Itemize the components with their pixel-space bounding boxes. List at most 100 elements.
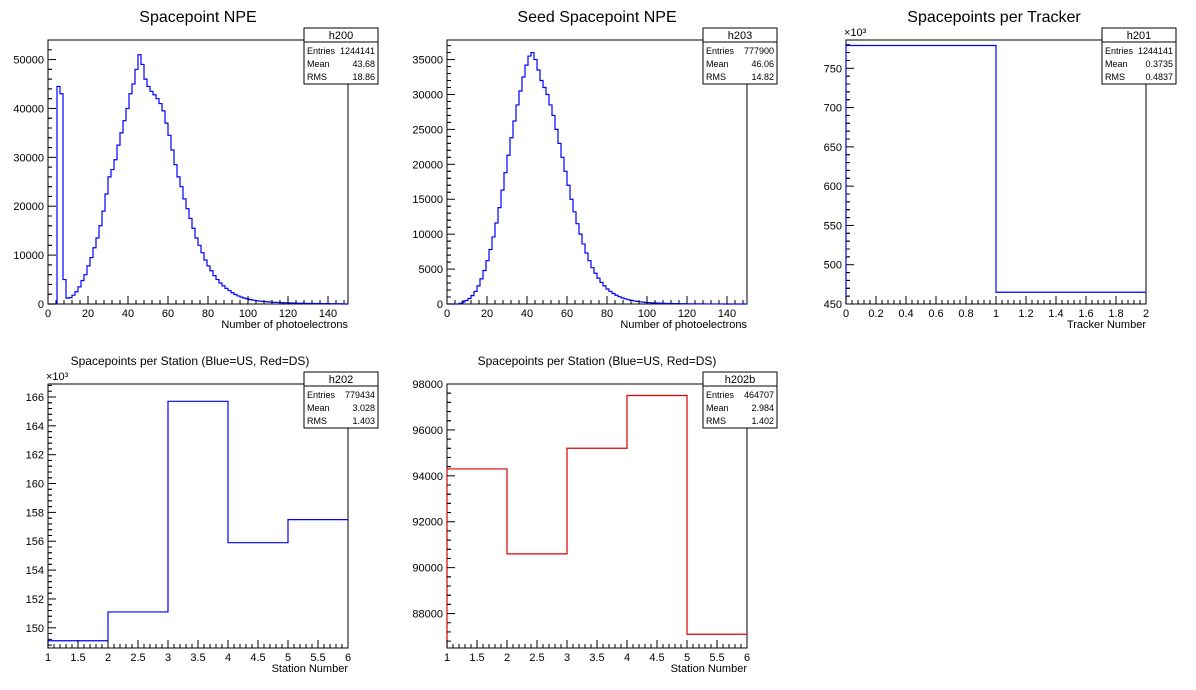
plot-frame xyxy=(446,383,748,649)
y-tick-label: 162 xyxy=(26,450,44,462)
stats-value: 1244141 xyxy=(1138,46,1173,56)
x-axis-label: Station Number xyxy=(671,663,748,675)
stats-label: Entries xyxy=(706,390,735,400)
histogram-series xyxy=(845,44,1146,304)
stats-label: Entries xyxy=(307,390,336,400)
y-tick-label: 166 xyxy=(26,392,44,404)
histogram-panel-5: Spacepoints per Station (Blue=US, Red=DS… xyxy=(412,354,778,675)
x-tick-label: 5.5 xyxy=(709,652,724,664)
y-tick-label: 30000 xyxy=(412,89,443,101)
x-tick-label: 120 xyxy=(678,308,696,320)
x-tick-label: 0.4 xyxy=(898,308,913,320)
x-tick-label: 5 xyxy=(285,652,291,664)
stats-value: 2.984 xyxy=(751,403,774,413)
stats-value: 14.82 xyxy=(751,72,774,82)
x-tick-label: 3 xyxy=(165,652,171,664)
stats-label: Mean xyxy=(307,59,330,69)
x-tick-label: 2.5 xyxy=(130,652,145,664)
x-tick-label: 140 xyxy=(319,308,337,320)
y-tick-label: 750 xyxy=(824,63,842,75)
stats-label: Entries xyxy=(706,46,735,56)
y-tick-label: 600 xyxy=(824,181,842,193)
x-tick-label: 140 xyxy=(718,308,736,320)
stats-box: h202b Entries 464707 Mean 2.984 RMS 1.402 xyxy=(702,371,778,429)
histogram-panel-3: Spacepoints per Tracker 0 0.2 0.4 0.6 0.8 1 1.2… xyxy=(824,9,1177,331)
x-tick-label: 3.5 xyxy=(589,652,604,664)
x-tick-label: 3.5 xyxy=(190,652,205,664)
x-tick-label: 6 xyxy=(744,652,750,664)
stats-box-name: h202 xyxy=(329,374,353,386)
chart-title: Seed Spacepoint NPE xyxy=(517,9,676,26)
x-tick-label: 0.2 xyxy=(868,308,883,320)
y-tick-label: 150 xyxy=(26,623,44,635)
y-tick-label: 94000 xyxy=(412,471,443,483)
y-tick-label: 152 xyxy=(26,594,44,606)
x-tick-label: 60 xyxy=(561,308,573,320)
stats-box-name: h201 xyxy=(1127,30,1151,42)
y-tick-label: 154 xyxy=(26,565,44,577)
x-axis-label: Tracker Number xyxy=(1067,319,1146,331)
x-tick-label: 20 xyxy=(481,308,493,320)
x-tick-label: 6 xyxy=(345,652,351,664)
x-tick-label: 4.5 xyxy=(250,652,265,664)
x-tick-label: 1 xyxy=(444,652,450,664)
x-tick-label: 2 xyxy=(1143,308,1149,320)
x-tick-label: 2 xyxy=(105,652,111,664)
x-tick-label: 0 xyxy=(45,308,51,320)
histogram-series xyxy=(47,400,348,648)
x-tick-label: 2.5 xyxy=(529,652,544,664)
stats-value: 779434 xyxy=(345,390,375,400)
y-tick-label: 164 xyxy=(26,421,44,433)
y-tick-label: 25000 xyxy=(412,124,443,136)
x-tick-label: 1.6 xyxy=(1078,308,1093,320)
chart-title: Spacepoints per Tracker xyxy=(907,9,1081,26)
y-tick-label: 20000 xyxy=(13,201,44,213)
chart-title: Spacepoints per Station (Blue=US, Red=DS… xyxy=(478,354,717,368)
stats-label: Entries xyxy=(1105,46,1134,56)
x-tick-label: 1.4 xyxy=(1048,308,1063,320)
x-axis-label: Station Number xyxy=(272,663,349,675)
y-tick-label: 5000 xyxy=(419,264,443,276)
y-tick-label: 88000 xyxy=(412,609,443,621)
plot-frame xyxy=(47,383,349,649)
y-tick-label: 160 xyxy=(26,479,44,491)
stats-label: RMS xyxy=(1105,72,1125,82)
stats-label: Mean xyxy=(307,403,330,413)
x-axis-label: Number of photoelectrons xyxy=(620,319,747,331)
y-tick-label: 35000 xyxy=(412,55,443,67)
y-tick-label: 15000 xyxy=(412,194,443,206)
y-axis-exponent: ×10³ xyxy=(844,27,867,39)
x-tick-label: 0 xyxy=(843,308,849,320)
histogram-panel-2: Seed Spacepoint NPE 0 20 40 60 80 100 120 140 0 50… xyxy=(412,9,778,331)
y-tick-label: 156 xyxy=(26,536,44,548)
stats-label: Entries xyxy=(307,46,336,56)
stats-value: 464707 xyxy=(744,390,774,400)
stats-box-name: h202b xyxy=(725,374,756,386)
plot-frame xyxy=(446,39,748,305)
stats-value: 18.86 xyxy=(352,72,375,82)
histogram-series xyxy=(48,54,348,305)
y-tick-label: 10000 xyxy=(13,250,44,262)
x-tick-label: 100 xyxy=(239,308,257,320)
y-tick-label: 40000 xyxy=(13,103,44,115)
x-tick-label: 0.6 xyxy=(928,308,943,320)
x-tick-label: 1.8 xyxy=(1108,308,1123,320)
x-tick-label: 3 xyxy=(564,652,570,664)
x-tick-label: 4 xyxy=(225,652,231,664)
stats-box-name: h200 xyxy=(329,30,353,42)
stats-value: 0.4837 xyxy=(1145,72,1173,82)
y-tick-label: 450 xyxy=(824,299,842,311)
stats-value: 46.06 xyxy=(751,59,774,69)
x-tick-label: 4.5 xyxy=(649,652,664,664)
stats-label: Mean xyxy=(706,59,729,69)
stats-label: Mean xyxy=(1105,59,1128,69)
histogram-panel-4: Spacepoints per Station (Blue=US, Red=DS… xyxy=(26,354,379,675)
x-tick-label: 1.5 xyxy=(70,652,85,664)
x-tick-label: 20 xyxy=(82,308,94,320)
stats-box-name: h203 xyxy=(728,30,752,42)
stats-value: 1.402 xyxy=(751,416,774,426)
chart-title: Spacepoints per Station (Blue=US, Red=DS… xyxy=(71,354,310,368)
x-tick-label: 60 xyxy=(162,308,174,320)
stats-label: Mean xyxy=(706,403,729,413)
